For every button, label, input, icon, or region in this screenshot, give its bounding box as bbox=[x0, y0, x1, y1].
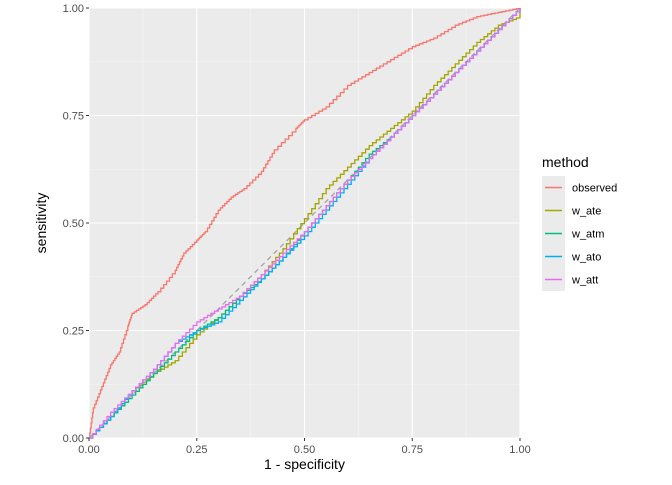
legend-label: w_att bbox=[571, 275, 598, 287]
y-tick-label: 1.00 bbox=[63, 3, 84, 15]
series-line-w_att bbox=[89, 8, 521, 439]
series-lines bbox=[88, 7, 521, 439]
y-tick-label: 0.00 bbox=[63, 433, 84, 445]
legend-title: method bbox=[542, 154, 589, 170]
x-axis-label: 1 - specificity bbox=[264, 456, 345, 472]
axis-ticks: 0.00 0.25 0.50 0.75 1.00 0.00 0.25 0.50 0.75 1.00 bbox=[63, 3, 531, 456]
x-tick-label: 0.75 bbox=[402, 444, 423, 456]
series-line-w_ate bbox=[89, 8, 521, 439]
y-axis-label: sensitivity bbox=[33, 193, 49, 254]
x-tick-label: 0.50 bbox=[294, 444, 315, 456]
x-tick-label: 0.00 bbox=[78, 444, 99, 456]
y-tick-label: 0.50 bbox=[63, 218, 84, 230]
y-tick-label: 0.75 bbox=[63, 111, 84, 123]
legend: method observed w_ate w_atm w_ato w_att bbox=[542, 154, 617, 291]
legend-label: w_atm bbox=[571, 229, 604, 241]
y-tick-label: 0.25 bbox=[63, 326, 84, 338]
x-tick-label: 1.00 bbox=[509, 444, 530, 456]
series-line-observed bbox=[89, 8, 521, 439]
x-tick-label: 0.25 bbox=[186, 444, 207, 456]
legend-label: w_ato bbox=[571, 252, 601, 264]
legend-label: w_ate bbox=[571, 206, 601, 218]
legend-label: observed bbox=[572, 183, 617, 195]
